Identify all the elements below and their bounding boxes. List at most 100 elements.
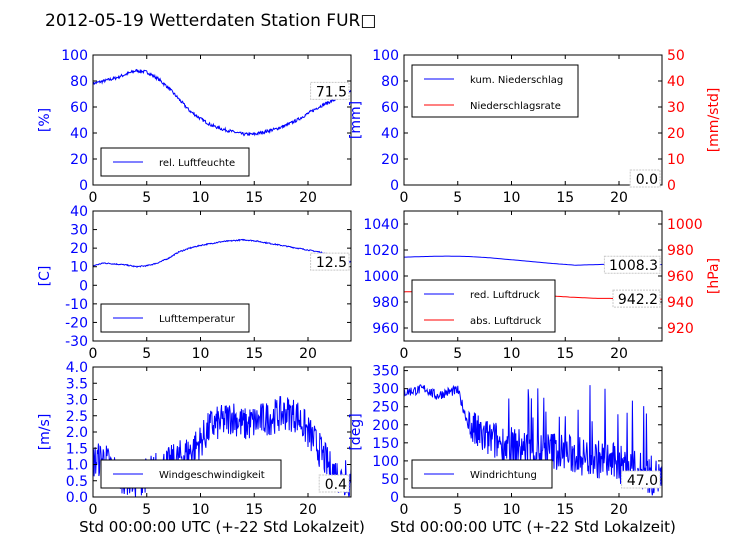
y-tick-label: 1040 [363,217,399,233]
y2-tick-label: 960 [667,269,694,285]
y-tick-label: 250 [372,400,399,416]
y-tick-label: 60 [381,100,399,116]
y-tick-label: 2.0 [66,425,88,441]
value-label-box [310,252,350,271]
y-tick-label: 100 [372,48,399,64]
x-tick-label: 5 [453,502,462,518]
y-tick-label: 40 [70,126,88,142]
x-tick-label: 5 [142,190,151,206]
y-tick-label: 0.5 [66,474,88,490]
y-tick-label: 1020 [363,243,399,259]
panel-temperature: 0 5 10 15 20 -30 -20 -10 0 10 20 30 40 [C] Lufttempera… [37,204,352,362]
series-line-humidity-0 [93,68,351,137]
y-tick-label: 1.5 [66,441,88,457]
y-tick-label: 4.0 [66,360,88,376]
panel-wind_speed: 0 5 10 15 20 0.00.51.01.52.02.53.03.54.0 [m/s]… [37,360,365,536]
y-axis-label: [m/s] [37,414,53,451]
value-label: 47.0 [627,473,658,489]
y-tick-label: -10 [65,297,88,313]
x-tick-label: 20 [610,346,628,362]
y-axis-label: [C] [37,266,53,287]
y-tick-label: 3.0 [66,393,88,409]
y2-axis-label: [mm/std] [706,88,722,153]
y-tick-label: 60 [70,100,88,116]
x-tick-label: 10 [192,502,210,518]
value-label: 942.2 [618,292,658,308]
legend-label: red. Luftdruck [470,290,540,301]
x-tick-label: 15 [556,502,574,518]
y-tick-label: 1.0 [66,458,88,474]
legend-label: Windgeschwindigkeit [159,470,265,481]
y2-tick-label: 0 [667,178,676,194]
legend-label: Windrichtung [470,470,537,481]
y-tick-label: 40 [70,204,88,220]
x-tick-label: 15 [556,190,574,206]
y-tick-label: 50 [381,472,399,488]
y-tick-label: 40 [381,126,399,142]
y-tick-label: 0 [390,178,399,194]
x-tick-label: 20 [299,190,317,206]
value-label: 0.4 [325,477,347,493]
panel-humidity: 0 5 10 15 20 0 20 40 60 80 100 [%] rel. Luftfeuchte 7… [37,48,352,206]
y-tick-label: 80 [70,74,88,90]
x-axis-label: Std 00:00:00 UTC (+-22 Std Lokalzeit) [390,518,676,536]
y-tick-label: 20 [381,152,399,168]
value-label-box [629,169,661,188]
y-axis-label: [mm] [348,101,364,139]
x-tick-label: 0 [400,190,409,206]
legend-label: Lufttemperatur [159,314,236,325]
y-tick-label: 350 [372,364,399,380]
y-tick-label: 200 [372,418,399,434]
x-tick-label: 5 [142,346,151,362]
x-tick-label: 10 [192,190,210,206]
legend-label: abs. Luftdruck [470,316,541,327]
value-label-box [310,81,350,100]
y2-tick-label: 50 [667,48,685,64]
y-tick-label: 960 [372,321,399,337]
value-label-box [621,470,661,489]
value-label-box [603,255,661,274]
y2-tick-label: 40 [667,74,685,90]
y2-tick-label: 30 [667,100,685,116]
value-label: 0.0 [636,172,658,188]
y-tick-label: 2.5 [66,409,88,425]
x-tick-label: 0 [89,346,98,362]
series-line-temperature-0 [93,238,351,268]
y-tick-label: 0 [79,278,88,294]
x-tick-label: 0 [89,190,98,206]
axes-frame [403,366,663,498]
legend-box [411,279,556,333]
legend-box [411,64,579,118]
y-tick-label: 100 [372,454,399,470]
value-label: 71.5 [316,84,347,100]
x-tick-label: 0 [89,502,98,518]
x-tick-label: 20 [610,502,628,518]
y-tick-label: 1000 [363,269,399,285]
x-tick-label: 10 [503,502,521,518]
y-tick-label: -20 [65,315,88,331]
y2-tick-label: 980 [667,243,694,259]
axes-frame [92,54,352,186]
value-label: 12.5 [316,255,347,271]
x-tick-label: 5 [453,190,462,206]
x-tick-label: 15 [245,190,263,206]
legend-label: kum. Niederschlag [470,75,563,86]
y-tick-label: 20 [70,152,88,168]
value-label: 1008.3 [609,258,658,274]
figure-title: 2012-05-19 Wetterdaten Station FUR□ [45,11,376,31]
value-label-box [318,474,350,493]
axes-frame [403,54,663,186]
y-tick-label: -30 [65,334,88,350]
x-tick-label: 5 [453,346,462,362]
panel-pressure: 0 5 10 15 20 960 980 1000 1020 1040 920 940 960 980 10… [363,210,722,362]
y-axis-label: [deg] [348,413,364,450]
x-tick-label: 10 [503,190,521,206]
x-tick-label: 15 [245,346,263,362]
y-tick-label: 980 [372,295,399,311]
y-tick-label: 100 [61,48,88,64]
y-tick-label: 30 [70,223,88,239]
series-line-wind_dir-0 [404,384,662,496]
y-tick-label: 300 [372,382,399,398]
